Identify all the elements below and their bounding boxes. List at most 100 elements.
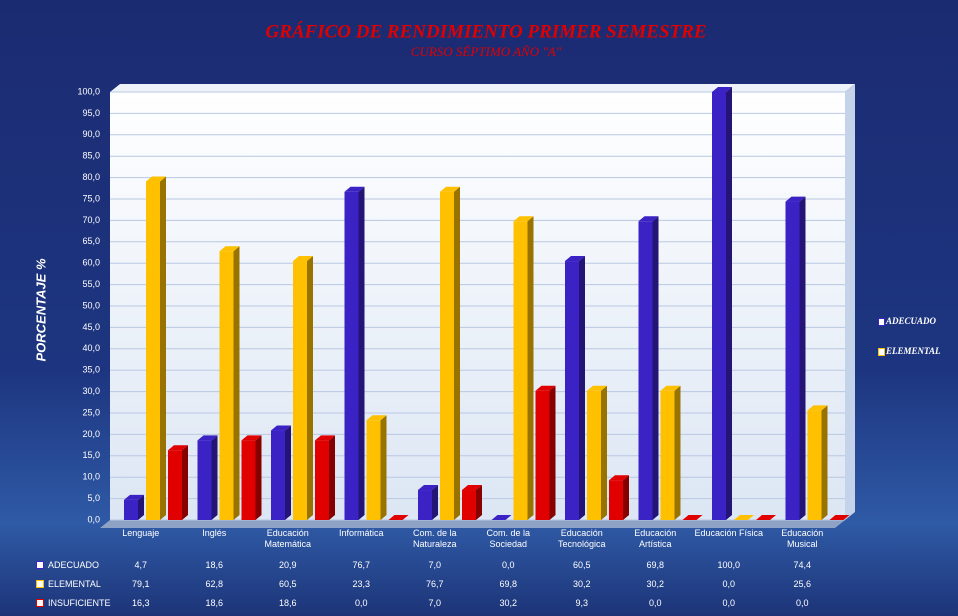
bar-face: [293, 256, 313, 262]
bar-face: [315, 435, 335, 441]
bar: [241, 435, 262, 520]
bar-face: [807, 410, 822, 520]
bar-face: [601, 385, 607, 520]
legend-key: [36, 599, 44, 607]
bar: [219, 246, 240, 520]
bar-face: [124, 499, 138, 520]
y-tick-label: 75,0: [82, 193, 100, 203]
legend-label: ELEMENTAL: [886, 346, 941, 356]
bar-face: [535, 390, 550, 520]
bar-face: [785, 196, 806, 202]
bar-face: [197, 440, 212, 520]
table-cell: 30,2: [572, 579, 591, 589]
bar: [271, 425, 291, 520]
bar-face: [491, 515, 512, 520]
x-tick-label: Educación Musical: [781, 528, 824, 549]
plot-side: [845, 84, 855, 520]
y-tick-label: 50,0: [82, 300, 100, 310]
bar: [168, 445, 188, 520]
bar-face: [609, 475, 629, 481]
bar-face: [638, 216, 659, 222]
y-tick-label: 85,0: [82, 151, 100, 161]
bar-face: [241, 440, 256, 520]
bar-face: [293, 261, 307, 520]
bar: [587, 385, 607, 520]
bar-face: [660, 390, 675, 520]
bar: [197, 435, 218, 520]
table-cell: 18,6: [278, 598, 297, 608]
table-cell: 60,5: [278, 579, 297, 589]
y-tick-label: 70,0: [82, 215, 100, 225]
bar-face: [315, 440, 329, 520]
bar-face: [440, 191, 454, 520]
table-cell: 60,5: [572, 560, 591, 570]
bar-face: [219, 246, 240, 252]
y-tick-label: 45,0: [82, 322, 100, 332]
table-cell: 76,7: [425, 579, 444, 589]
bar: [124, 494, 144, 520]
bar-face: [513, 221, 528, 521]
table-cell: 0,0: [722, 579, 735, 589]
bar-face: [513, 216, 534, 222]
legend-key: [36, 580, 44, 588]
bar: [366, 415, 387, 520]
y-tick-label: 95,0: [82, 108, 100, 118]
bar-face: [146, 181, 160, 520]
bar-face: [440, 186, 460, 192]
legend-label: ADECUADO: [886, 316, 937, 326]
table-cell: 62,8: [205, 579, 224, 589]
bar-face: [821, 405, 828, 520]
bar-face: [160, 176, 166, 520]
bar-face: [682, 515, 703, 520]
plot-top: [110, 84, 855, 92]
bar-face: [535, 385, 556, 391]
y-tick-label: 25,0: [82, 407, 100, 417]
y-tick-label: 0,0: [87, 514, 100, 524]
bar-face: [638, 221, 653, 521]
y-tick-label: 20,0: [82, 429, 100, 439]
bar-face: [454, 186, 460, 520]
x-tick-label: Com. de la Naturaleza: [412, 528, 457, 549]
bar-face: [527, 216, 534, 521]
legend-key: [878, 318, 885, 326]
bar: [146, 176, 166, 520]
bar-face: [388, 515, 409, 520]
table-cell: 16,3: [131, 598, 150, 608]
y-tick-label: 5,0: [87, 493, 100, 503]
legend-key: [878, 348, 885, 356]
bar: [785, 196, 806, 520]
bar-face: [233, 246, 240, 520]
bar: [491, 515, 512, 520]
bar-face: [418, 490, 432, 520]
bar: [513, 216, 534, 521]
bar: [293, 256, 313, 520]
bar-face: [565, 261, 579, 520]
y-axis-label: PORCENTAJE %: [33, 258, 48, 361]
bar-face: [138, 494, 144, 520]
bar-face: [219, 251, 234, 520]
bar-face: [344, 191, 359, 520]
y-tick-label: 65,0: [82, 236, 100, 246]
x-tick-label: Educación Tecnológica: [557, 528, 606, 549]
x-tick-label: Educación Matemática: [264, 528, 312, 549]
bar-face: [271, 430, 285, 520]
x-tick-label: Inglés: [202, 528, 227, 538]
bar-face: [366, 415, 387, 421]
x-tick-label: Com. de la Sociedad: [486, 528, 531, 549]
bar: [660, 385, 681, 520]
table-cell: 74,4: [793, 560, 812, 570]
bar: [734, 515, 754, 520]
table-cell: 0,0: [795, 598, 809, 608]
bar-face: [652, 216, 659, 521]
table-cell: 23,3: [352, 579, 371, 589]
bar-face: [609, 480, 623, 520]
y-tick-label: 55,0: [82, 279, 100, 289]
table-row-label: ELEMENTAL: [48, 579, 101, 589]
table-cell: 20,9: [278, 560, 297, 570]
x-tick-label: Informática: [338, 528, 384, 538]
table-cell: 30,2: [646, 579, 665, 589]
table-cell: 0,0: [722, 598, 735, 608]
y-tick-label: 30,0: [82, 386, 100, 396]
table-row-label: INSUFICIENTE: [48, 598, 111, 608]
plot-floor: [100, 520, 845, 528]
